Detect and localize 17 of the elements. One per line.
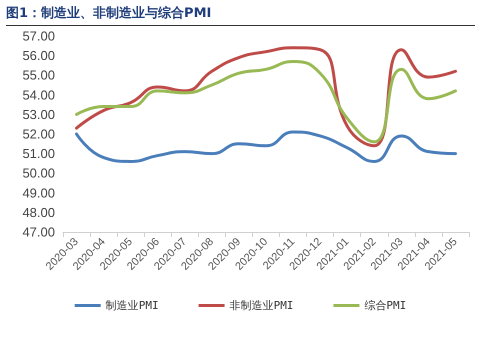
y-tick-label: 57.00 <box>22 28 55 44</box>
line-series <box>75 130 457 163</box>
y-tick-label: 55.00 <box>22 68 55 83</box>
y-tick-label: 48.00 <box>22 204 55 220</box>
y-tick-label: 49.00 <box>22 185 55 200</box>
y-tick-label: 56.00 <box>22 48 55 64</box>
legend-label: 综合PMI <box>364 299 406 312</box>
y-tick-label: 53.00 <box>22 106 55 122</box>
legend-label: 非制造业PMI <box>230 299 294 312</box>
y-tick-label: 52.00 <box>22 126 55 142</box>
y-tick-label: 50.00 <box>22 166 55 181</box>
y-tick-label: 51.00 <box>22 146 55 162</box>
line-series <box>75 60 457 144</box>
legend-label: 制造业PMI <box>106 299 159 312</box>
y-tick-label: 47.00 <box>22 224 55 240</box>
chart-title: 图1：制造业、非制造业与综合PMI <box>6 4 475 26</box>
y-tick-label: 54.00 <box>22 87 55 102</box>
